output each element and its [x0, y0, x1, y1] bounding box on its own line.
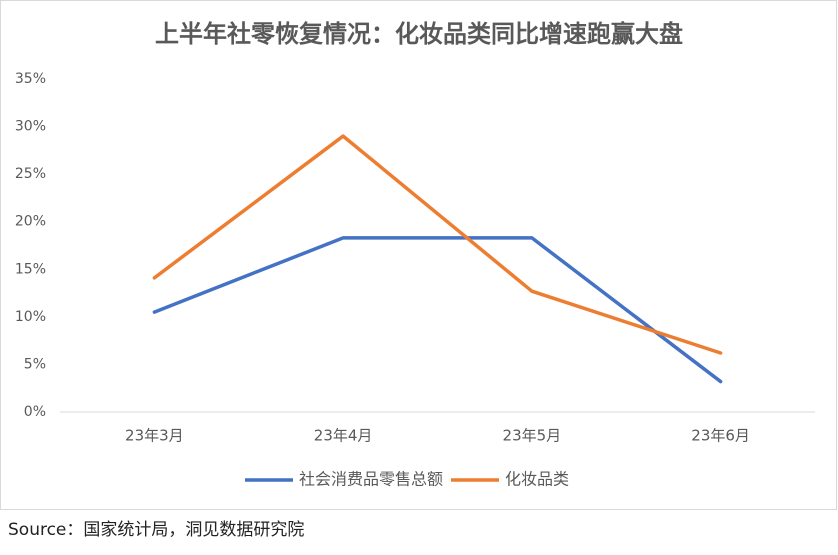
y-tick-label: 25% — [15, 166, 46, 182]
y-tick-label: 35% — [15, 71, 46, 87]
source: Source：国家统计局，洞见数据研究院 — [8, 520, 304, 540]
line-series — [152, 236, 723, 384]
legend-label: 化妆品类 — [505, 470, 569, 489]
y-tick-label: 10% — [15, 309, 46, 325]
x-tick-label: 23年4月 — [314, 427, 373, 445]
chart-title: 上半年社零恢复情况：化妆品类同比增速跑赢大盘 — [155, 20, 683, 48]
y-tick-label: 5% — [24, 356, 46, 372]
y-tick-label: 20% — [15, 214, 46, 230]
y-tick-label: 0% — [24, 404, 46, 420]
y-tick-label: 15% — [15, 261, 46, 277]
line-series — [152, 134, 723, 355]
y-tick-label: 30% — [15, 119, 46, 135]
chart-frame — [0, 0, 837, 510]
x-tick-label: 23年6月 — [691, 427, 750, 445]
legend-label: 社会消费品零售总额 — [299, 470, 443, 489]
x-tick-label: 23年3月 — [125, 427, 184, 445]
x-tick-label: 23年5月 — [503, 427, 562, 445]
